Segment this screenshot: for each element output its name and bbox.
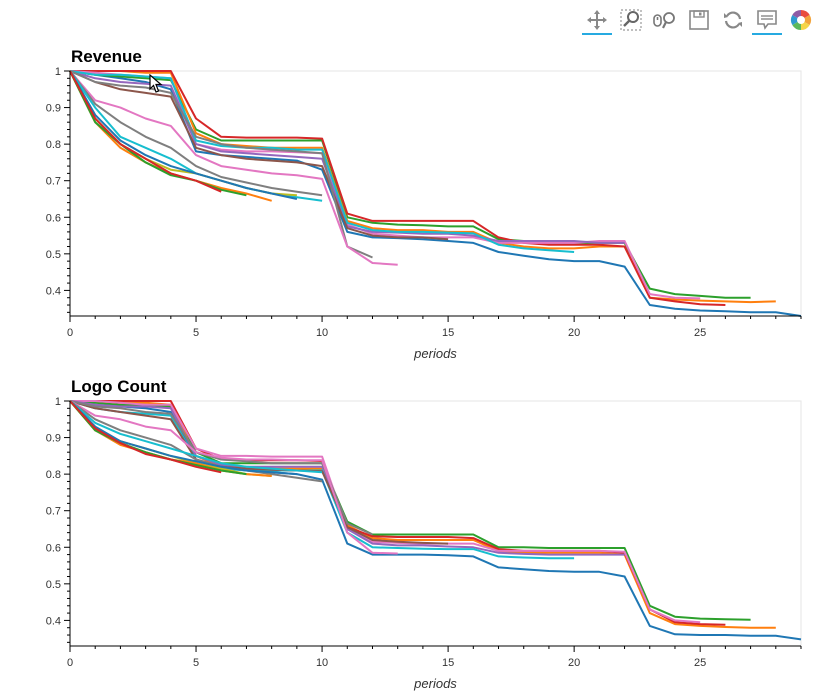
logo-count-title: Logo Count (71, 377, 167, 396)
revenue-y-tick-label: 0.8 (46, 139, 61, 151)
logo-count-x-tick-label: 5 (193, 657, 199, 669)
revenue-series-6-line (69, 70, 575, 253)
save-tool-button[interactable] (684, 6, 714, 34)
box-zoom-tool-button[interactable] (616, 6, 646, 34)
revenue-series-9-line (69, 70, 398, 266)
logo-count-series-5-line (69, 400, 625, 556)
mouse-cursor-icon (149, 74, 163, 93)
logo-count-series-7-line (69, 400, 449, 545)
logo-count-y-tick-label: 0.4 (46, 615, 61, 627)
hover-tool-button[interactable] (752, 6, 782, 35)
wheel-zoom-icon (653, 12, 675, 29)
revenue-y-tick-label: 0.9 (46, 103, 61, 115)
logo-count-series-11-line (69, 400, 323, 474)
logo-count-series-4-line (70, 400, 701, 624)
logo-count-y-tick-label: 0.8 (46, 469, 61, 481)
revenue-series-15-line (69, 70, 247, 197)
logo-count-x-tick-label: 25 (694, 657, 706, 669)
revenue-series-10-line (69, 70, 323, 197)
logo-count-x-tick-label: 0 (67, 657, 73, 669)
logo-count-x-axis-label: periods (413, 676, 457, 691)
reset-icon (724, 11, 742, 29)
revenue-x-tick-label: 20 (568, 327, 580, 339)
logo-count-y-tick-label: 0.7 (46, 506, 61, 518)
revenue-x-tick-label: 0 (67, 327, 73, 339)
revenue-x-tick-label: 25 (694, 327, 706, 339)
reset-tool-button[interactable] (718, 6, 748, 34)
logo-count-y-tick-label: 1 (55, 396, 61, 408)
logo-count-x-tick-label: 15 (442, 657, 454, 669)
revenue-y-tick-label: 0.6 (46, 212, 61, 224)
save-icon (689, 10, 709, 30)
revenue-y-tick-label: 0.7 (46, 176, 61, 188)
logo-count-series-16-line (69, 400, 222, 474)
logo-count-series-10-line (69, 400, 323, 483)
revenue-y-tick-label: 0.4 (46, 285, 61, 297)
plot-toolbar (576, 2, 822, 38)
revenue-series-8-line (69, 70, 373, 259)
revenue-series-14-line (69, 70, 298, 200)
bokeh-logo-icon (790, 9, 812, 31)
logo-count-series-9-line (69, 400, 398, 555)
pan-tool-button[interactable] (582, 6, 612, 35)
revenue-x-axis-label: periods (413, 346, 457, 361)
revenue-x-tick-label: 10 (316, 327, 328, 339)
logo-count-y-tick-label: 0.6 (46, 542, 61, 554)
revenue-series-7-line (69, 70, 449, 241)
box-zoom-icon (620, 9, 642, 31)
logo-count-x-tick-label: 20 (568, 657, 580, 669)
pan-icon (587, 10, 607, 30)
revenue-plot: Revenue 0 5 10 15 20 25 0.4 0.5 0.6 0.7 0.8 0.9 1 peri… (46, 47, 802, 361)
logo-count-y-tick-label: 0.5 (46, 579, 61, 591)
revenue-x-tick-label: 5 (193, 327, 199, 339)
revenue-title: Revenue (71, 47, 142, 66)
logo-count-plot: Logo Count 0 5 10 15 20 25 0.4 0.5 0.6 0.7 0.8 0.9 1 p… (46, 377, 802, 691)
logo-count-x-tick-label: 10 (316, 657, 328, 669)
revenue-x-tick-label: 15 (442, 327, 454, 339)
revenue-series-3-line (70, 70, 726, 306)
logo-count-y-tick-label: 0.9 (46, 433, 61, 445)
wheel-zoom-tool-button[interactable] (650, 6, 680, 34)
logo-count-series-14-line (69, 400, 297, 476)
revenue-y-tick-label: 1 (55, 66, 61, 78)
revenue-series-16-line (69, 70, 222, 193)
bokeh-logo-link[interactable] (786, 6, 816, 34)
hover-icon (757, 10, 777, 30)
revenue-y-tick-label: 0.5 (46, 249, 61, 261)
